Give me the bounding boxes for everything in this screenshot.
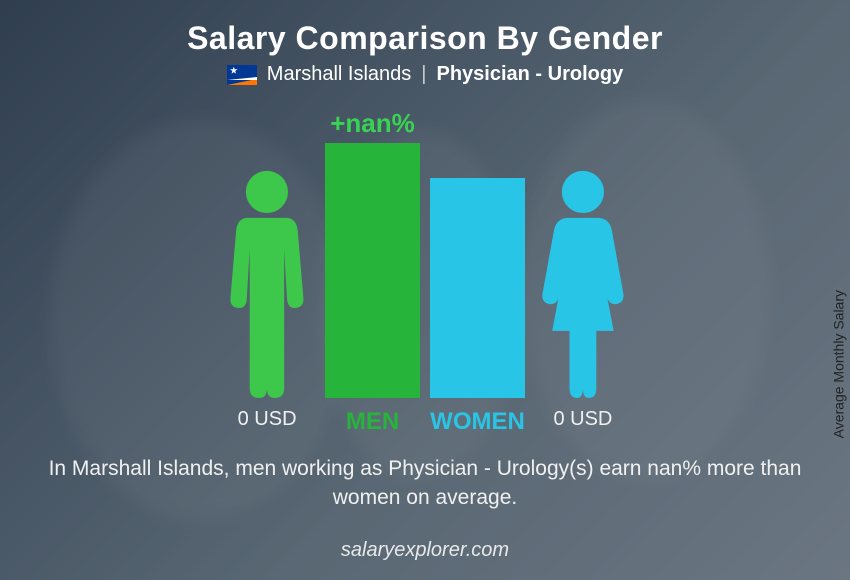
flag-icon: [227, 65, 257, 85]
subtitle-row: Marshall Islands | Physician - Urology: [227, 63, 623, 86]
women-value: 0 USD: [553, 408, 612, 436]
women-bar-column: WOMEN: [430, 108, 525, 436]
chart-area: 0 USD +nan% MEN WOMEN 0 US: [219, 106, 631, 436]
women-bar-label: WOMEN: [430, 408, 525, 436]
women-bar: [430, 178, 525, 398]
main-title: Salary Comparison By Gender: [187, 20, 663, 57]
male-icon: [219, 168, 315, 398]
women-icon-column: 0 USD: [535, 138, 631, 436]
separator: |: [421, 63, 426, 86]
y-axis-label: Average Monthly Salary: [830, 290, 846, 438]
job-title: Physician - Urology: [437, 63, 624, 86]
infographic-content: Salary Comparison By Gender Marshall Isl…: [0, 0, 850, 580]
men-bar: [325, 143, 420, 398]
female-icon: [535, 168, 631, 398]
description-text: In Marshall Islands, men working as Phys…: [45, 454, 805, 513]
percent-label: +nan%: [330, 108, 415, 139]
men-bar-label: MEN: [346, 408, 399, 436]
men-value: 0 USD: [238, 408, 297, 436]
men-bar-column: +nan% MEN: [325, 108, 420, 436]
location-text: Marshall Islands: [267, 63, 412, 86]
men-icon-column: 0 USD: [219, 138, 315, 436]
